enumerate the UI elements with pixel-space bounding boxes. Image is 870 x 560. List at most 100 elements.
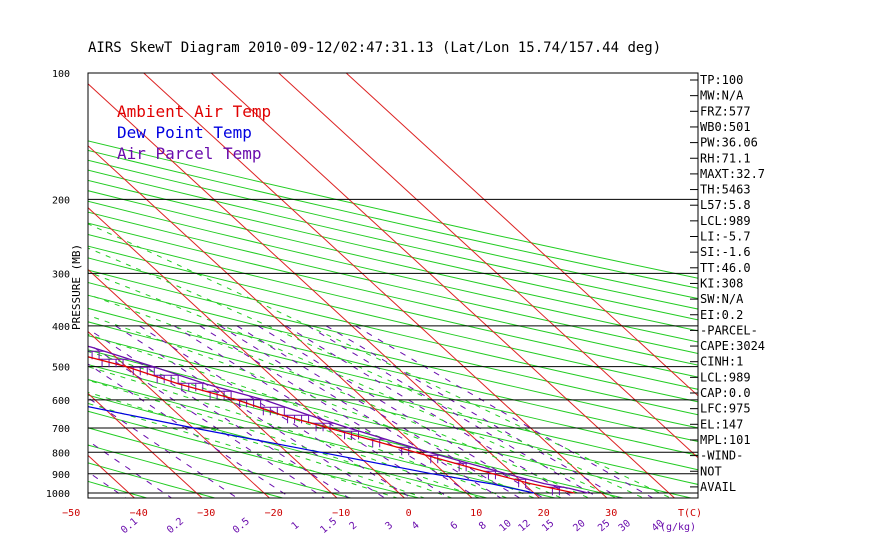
bottom-temperature-axis: −50 −40 −30 −20 −10 0 10 20 30 T(C) [62,508,702,519]
bottom-temp-tick-label: 30 [605,508,617,519]
moist-adiabat-line [88,379,454,498]
mixing-ratio-tick-label: 30 [617,518,633,534]
bottom-temp-tick-label: −20 [265,508,283,519]
bottom-temp-tick-label: 10 [470,508,482,519]
pressure-tick-label: 400 [52,322,70,333]
moist-adiabat-line [88,333,536,498]
legend-item: Air Parcel Temp [117,144,262,163]
index-label: PW:36.06 [700,136,758,150]
mixing-ratio-tick-label: 0.1 [119,516,140,536]
pressure-tick-label: 800 [52,448,70,459]
index-label: L57:5.8 [700,198,751,212]
isotherm-line [0,73,71,502]
dry-adiabat-line [88,222,698,366]
ratio-unit-label: (g/kg) [660,522,696,533]
index-label: CAP:0.0 [700,386,751,400]
mixing-ratio-line [257,325,545,498]
mixing-ratio-line [219,325,502,498]
dry-adiabat-line [88,349,694,498]
isotherm-line [143,73,608,498]
moist-adiabat-line [88,314,563,498]
index-label: TT:46.0 [700,261,751,275]
y-axis-label: PRESSURE (MB) [70,244,83,330]
dry-adiabat-line [0,73,18,500]
series-line-air-parcel-temp [88,345,589,494]
mixing-ratio-tick-label: 8 [477,520,489,532]
dry-adiabat-line [88,307,698,456]
mixing-ratio-lines [88,325,654,498]
pressure-tick-label: 100 [52,69,70,80]
index-label: WB0:501 [700,120,751,134]
index-label: FRZ:577 [700,104,751,118]
pressure-tick-label: 700 [52,424,70,435]
isotherm-line [88,83,541,498]
moist-adiabat-line [88,247,645,498]
dry-adiabat-line [88,321,698,471]
pressure-tick-label: 500 [52,363,70,374]
index-label: EI:0.2 [700,308,743,322]
dry-adiabat-line [88,257,698,403]
dry-adiabat-line [88,363,626,498]
mixing-ratio-tick-label: 6 [449,520,461,532]
index-label: NOT [700,464,722,478]
pressure-tick-label: 600 [52,396,70,407]
isobar-lines [88,72,698,494]
mixing-ratio-line [307,325,601,498]
index-label: -PARCEL- [700,323,758,337]
dry-adiabat-line [88,444,285,498]
mixing-ratio-line [88,363,292,498]
index-label: LCL:989 [700,214,751,228]
isotherm-line [88,145,473,498]
moist-adiabat-line [88,293,591,498]
index-label: RH:71.1 [700,151,751,165]
dry-adiabat-line [88,427,353,498]
series-line-dew-point-temp [88,405,535,494]
mixing-ratio-tick-label: 20 [571,518,587,534]
mixing-ratio-tick-label: 10 [498,518,514,534]
isotherm-line [88,268,338,498]
dry-adiabat-line [88,190,698,332]
index-label: TH:5463 [700,183,751,197]
dry-adiabat-line [88,211,698,354]
temp-unit-label: T(C) [678,508,702,519]
mixing-ratio-tick-label: 3 [384,520,396,532]
index-label: LFC:975 [700,402,751,416]
bottom-temp-tick-label: −50 [62,508,80,519]
mixing-ratio-tick-label: 12 [516,518,532,534]
isotherm-line [88,392,203,498]
dry-adiabat-line [88,379,558,498]
dry-adiabat-line [88,200,698,343]
isotherm-line [88,330,271,498]
mixing-ratio-tick-label: 2 [348,520,360,532]
moist-adiabat-line [88,223,672,498]
pressure-tick-label: 900 [52,470,70,481]
mixing-ratio-tick-label: 1 [290,520,302,532]
dry-adiabat-line [88,159,698,300]
mixing-ratio-tick-label: 15 [540,518,556,534]
mixing-ratio-axis: 0.1 0.2 0.5 1 1.5 2 3 4 6 8 10 12 15 20 25 30 40(g/kg) [119,516,696,536]
isotherm-line [210,73,676,498]
mixing-ratio-line [285,325,576,498]
dry-adiabat-line [88,169,698,310]
index-label: SI:-1.6 [700,245,751,259]
index-label: TP:100 [700,73,743,87]
index-label: EL:147 [700,417,743,431]
mixing-ratio-tick-label: 0.5 [231,516,252,536]
profile-lines [88,345,589,494]
isotherm-line [278,73,698,459]
dry-adiabat-line [88,140,698,279]
legend-item: Dew Point Temp [117,123,252,142]
mixing-ratio-line [139,325,413,498]
pressure-tick-label: 1000 [46,489,70,500]
mixing-ratio-tick-label: 25 [596,518,612,534]
plot-frame [87,72,699,499]
dry-adiabat-line [88,269,698,416]
mixing-ratio-line [236,325,521,498]
index-label: -WIND- [700,449,743,463]
index-label: MAXT:32.7 [700,167,765,181]
index-label: MPL:101 [700,433,751,447]
pressure-axis: 100 200 300 400 500 600 700 800 900 1000 [46,69,70,500]
bottom-temp-tick-label: 20 [538,508,550,519]
dry-adiabat-line [88,179,698,321]
